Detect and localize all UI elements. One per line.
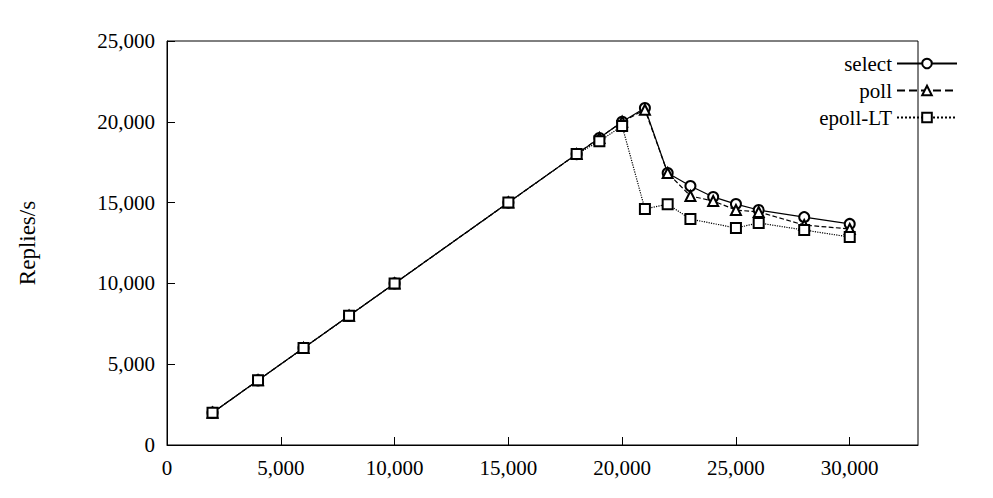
svg-text:20,000: 20,000 [97, 110, 155, 134]
svg-text:30,000: 30,000 [821, 456, 879, 480]
svg-text:0: 0 [145, 433, 156, 457]
svg-text:15,000: 15,000 [97, 191, 155, 215]
svg-text:25,000: 25,000 [97, 29, 155, 53]
svg-text:5,000: 5,000 [257, 456, 304, 480]
svg-text:25,000: 25,000 [707, 456, 765, 480]
svg-text:5,000: 5,000 [108, 352, 155, 376]
svg-text:15,000: 15,000 [479, 456, 537, 480]
svg-text:poll: poll [859, 79, 892, 103]
svg-text:10,000: 10,000 [366, 456, 424, 480]
svg-text:epoll-LT: epoll-LT [819, 106, 892, 130]
svg-text:select: select [844, 52, 892, 76]
svg-text:10,000: 10,000 [97, 271, 155, 295]
svg-text:0: 0 [162, 456, 173, 480]
svg-text:Replies/s: Replies/s [15, 201, 40, 285]
svg-text:20,000: 20,000 [593, 456, 651, 480]
